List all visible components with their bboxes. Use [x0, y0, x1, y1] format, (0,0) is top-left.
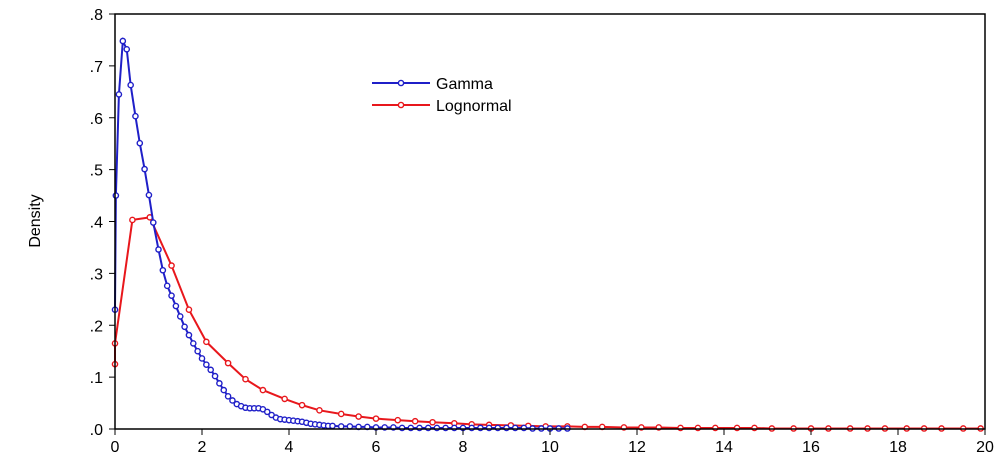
y-tick-label: .2: [90, 318, 103, 335]
data-point-gamma: [433, 424, 441, 432]
data-point-gamma: [159, 266, 167, 274]
data-point-lognormal: [411, 417, 419, 425]
data-point-gamma: [407, 424, 415, 432]
data-point-lognormal: [129, 216, 136, 224]
data-point-gamma: [189, 340, 197, 347]
legend-gamma-label: Gamma: [436, 76, 493, 93]
data-point-gamma: [127, 81, 134, 89]
x-tick-label: 10: [541, 439, 559, 456]
data-point-gamma: [468, 424, 476, 432]
data-point-lognormal: [242, 375, 249, 383]
x-tick-label: 6: [372, 439, 381, 456]
data-point-gamma: [168, 292, 175, 299]
y-tick-label: .5: [90, 163, 103, 180]
data-point-lognormal: [298, 401, 306, 409]
data-point-gamma: [398, 424, 406, 432]
data-point-gamma: [424, 424, 432, 432]
data-point-lognormal: [259, 386, 267, 394]
data-point-gamma: [511, 424, 519, 432]
y-axis-title: Density: [27, 194, 44, 247]
data-point-gamma: [155, 246, 162, 253]
data-point-lognormal: [185, 306, 193, 313]
data-point-lognormal: [355, 413, 362, 420]
legend: Gamma Lognormal: [372, 76, 512, 115]
y-tick-label: .0: [90, 422, 103, 439]
legend-gamma-marker: [397, 79, 405, 87]
data-point-gamma: [442, 424, 449, 432]
data-point-gamma: [477, 424, 484, 432]
data-point-gamma: [329, 422, 336, 430]
y-tick-label: .6: [90, 111, 103, 128]
y-tick-label: .8: [90, 7, 103, 24]
data-point-lognormal: [281, 395, 288, 403]
data-point-gamma: [229, 397, 236, 404]
data-point-lognormal: [429, 418, 436, 426]
data-point-gamma: [123, 45, 131, 53]
data-point-gamma: [141, 165, 148, 173]
x-tick-label: 18: [889, 439, 907, 456]
data-point-gamma: [163, 282, 171, 290]
x-tick-label: 14: [715, 439, 733, 456]
data-point-gamma: [520, 424, 528, 432]
data-point-lognormal: [372, 415, 380, 422]
data-point-lognormal: [694, 424, 702, 432]
data-point-lognormal: [168, 262, 175, 269]
x-tick-label: 12: [628, 439, 646, 456]
x-tick-label: 20: [976, 439, 994, 456]
data-point-gamma: [224, 393, 232, 400]
y-tick-label: .7: [90, 59, 103, 76]
data-point-gamma: [145, 191, 153, 199]
data-point-lognormal: [677, 424, 684, 432]
legend-lognormal-marker: [397, 101, 405, 109]
data-point-gamma: [115, 91, 123, 98]
data-point-lognormal: [337, 410, 345, 418]
data-point-lognormal: [203, 338, 210, 346]
data-point-gamma: [132, 112, 139, 120]
data-point-gamma: [172, 302, 180, 310]
data-point-gamma: [149, 219, 157, 226]
data-point-gamma: [450, 424, 458, 432]
data-point-lognormal: [316, 407, 323, 414]
data-point-gamma: [216, 380, 223, 387]
x-tick-label: 2: [198, 439, 207, 456]
data-point-gamma: [136, 139, 144, 147]
data-point-gamma: [176, 313, 184, 320]
x-tick-label: 0: [111, 439, 120, 456]
y-tick-label: .1: [90, 370, 103, 387]
data-point-gamma: [194, 347, 201, 355]
y-tick-label: .3: [90, 266, 103, 283]
data-point-gamma: [263, 408, 271, 416]
data-point-gamma: [203, 361, 210, 368]
x-tick-label: 16: [802, 439, 820, 456]
data-point-gamma: [494, 424, 502, 432]
x-tick-label: 8: [459, 439, 468, 456]
legend-lognormal-label: Lognormal: [436, 98, 512, 115]
x-tick-label: 4: [285, 439, 294, 456]
data-point-gamma: [220, 386, 228, 394]
data-point-gamma: [346, 423, 354, 430]
data-point-gamma: [112, 192, 120, 199]
data-point-lognormal: [224, 359, 232, 367]
data-point-lognormal: [733, 424, 741, 432]
data-point-gamma: [119, 37, 127, 45]
data-point-gamma: [211, 372, 219, 380]
data-point-gamma: [503, 424, 510, 432]
data-point-lognormal: [751, 424, 758, 432]
data-point-gamma: [207, 366, 214, 374]
axes-layer: 0 2 4 6 8 10 12 14 16 18 20 .0 .1 .2 .3 .4 .5 .6 .7 .8: [90, 7, 994, 456]
data-point-gamma: [181, 323, 188, 331]
data-point-lognormal: [712, 424, 719, 432]
y-tick-label: .4: [90, 215, 103, 232]
data-point-gamma: [337, 423, 345, 430]
data-point-gamma: [185, 331, 193, 339]
data-point-gamma: [485, 424, 493, 432]
data-point-gamma: [416, 424, 423, 432]
data-point-lognormal: [394, 416, 402, 424]
data-point-gamma: [198, 355, 206, 362]
